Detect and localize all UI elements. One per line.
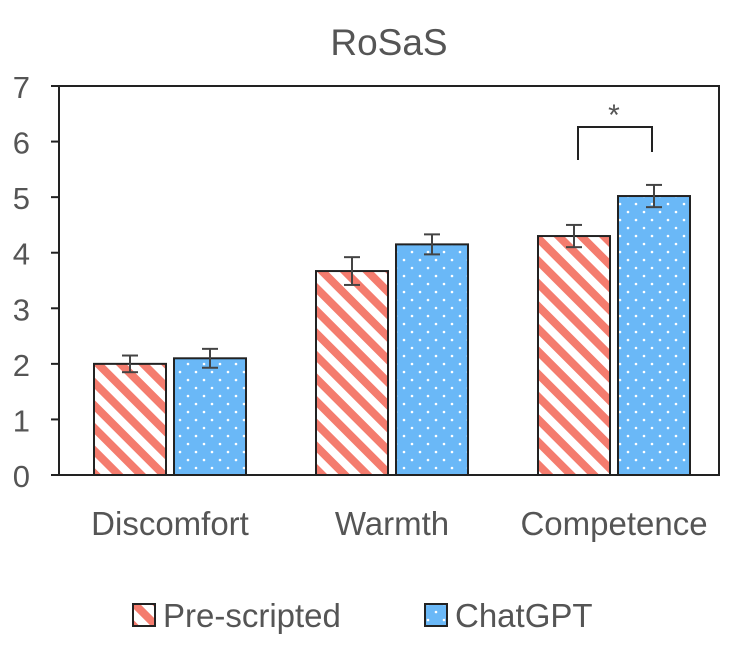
bar-chatgpt-competence	[617, 195, 691, 476]
significance-bracket	[577, 126, 653, 160]
y-tick-label-6: 6	[13, 126, 30, 161]
y-tick-label-3: 3	[13, 292, 30, 327]
legend-item-pre-scripted: Pre-scripted	[132, 597, 341, 634]
legend-label-pre-scripted: Pre-scripted	[163, 597, 341, 634]
x-tick-label-competence: Competence	[520, 505, 707, 542]
error-bars	[122, 183, 662, 374]
legend-swatch-chatgpt	[424, 603, 448, 627]
bar-chatgpt-warmth	[395, 243, 469, 476]
y-tick-label-4: 4	[13, 237, 30, 272]
y-tick-label-2: 2	[13, 348, 30, 383]
bar-pre-scripted-warmth	[315, 270, 389, 476]
significance-annotation: *	[577, 99, 653, 160]
y-tick-label-1: 1	[13, 403, 30, 438]
error-bar-chatgpt-warmth	[424, 233, 440, 256]
legend-label-chatgpt: ChatGPT	[455, 597, 593, 634]
x-tick-label-warmth: Warmth	[335, 505, 449, 542]
legend-swatch-pre-scripted	[132, 603, 156, 627]
error-bar-pre-scripted-discomfort	[122, 354, 138, 374]
error-bar-chatgpt-discomfort	[202, 347, 218, 369]
significance-star: *	[608, 99, 620, 132]
bars	[93, 195, 691, 477]
y-axis: 0 1 2 3 4 5 6 7	[13, 70, 59, 494]
y-tick-label-0: 0	[13, 459, 30, 494]
legend: Pre-scripted ChatGPT	[132, 597, 593, 634]
y-tick-label-7: 7	[13, 70, 30, 105]
bar-pre-scripted-discomfort	[93, 362, 167, 477]
error-bar-chatgpt-competence	[646, 183, 662, 209]
chart-title: RoSaS	[330, 22, 447, 63]
y-tick-label-5: 5	[13, 181, 30, 216]
bar-chatgpt-discomfort	[173, 357, 247, 476]
error-bar-pre-scripted-competence	[566, 223, 582, 249]
error-bar-pre-scripted-warmth	[344, 256, 360, 286]
legend-item-chatgpt: ChatGPT	[424, 597, 593, 634]
x-axis-labels: Discomfort Warmth Competence	[91, 505, 707, 542]
bar-pre-scripted-competence	[537, 235, 611, 476]
x-tick-label-discomfort: Discomfort	[91, 505, 249, 542]
